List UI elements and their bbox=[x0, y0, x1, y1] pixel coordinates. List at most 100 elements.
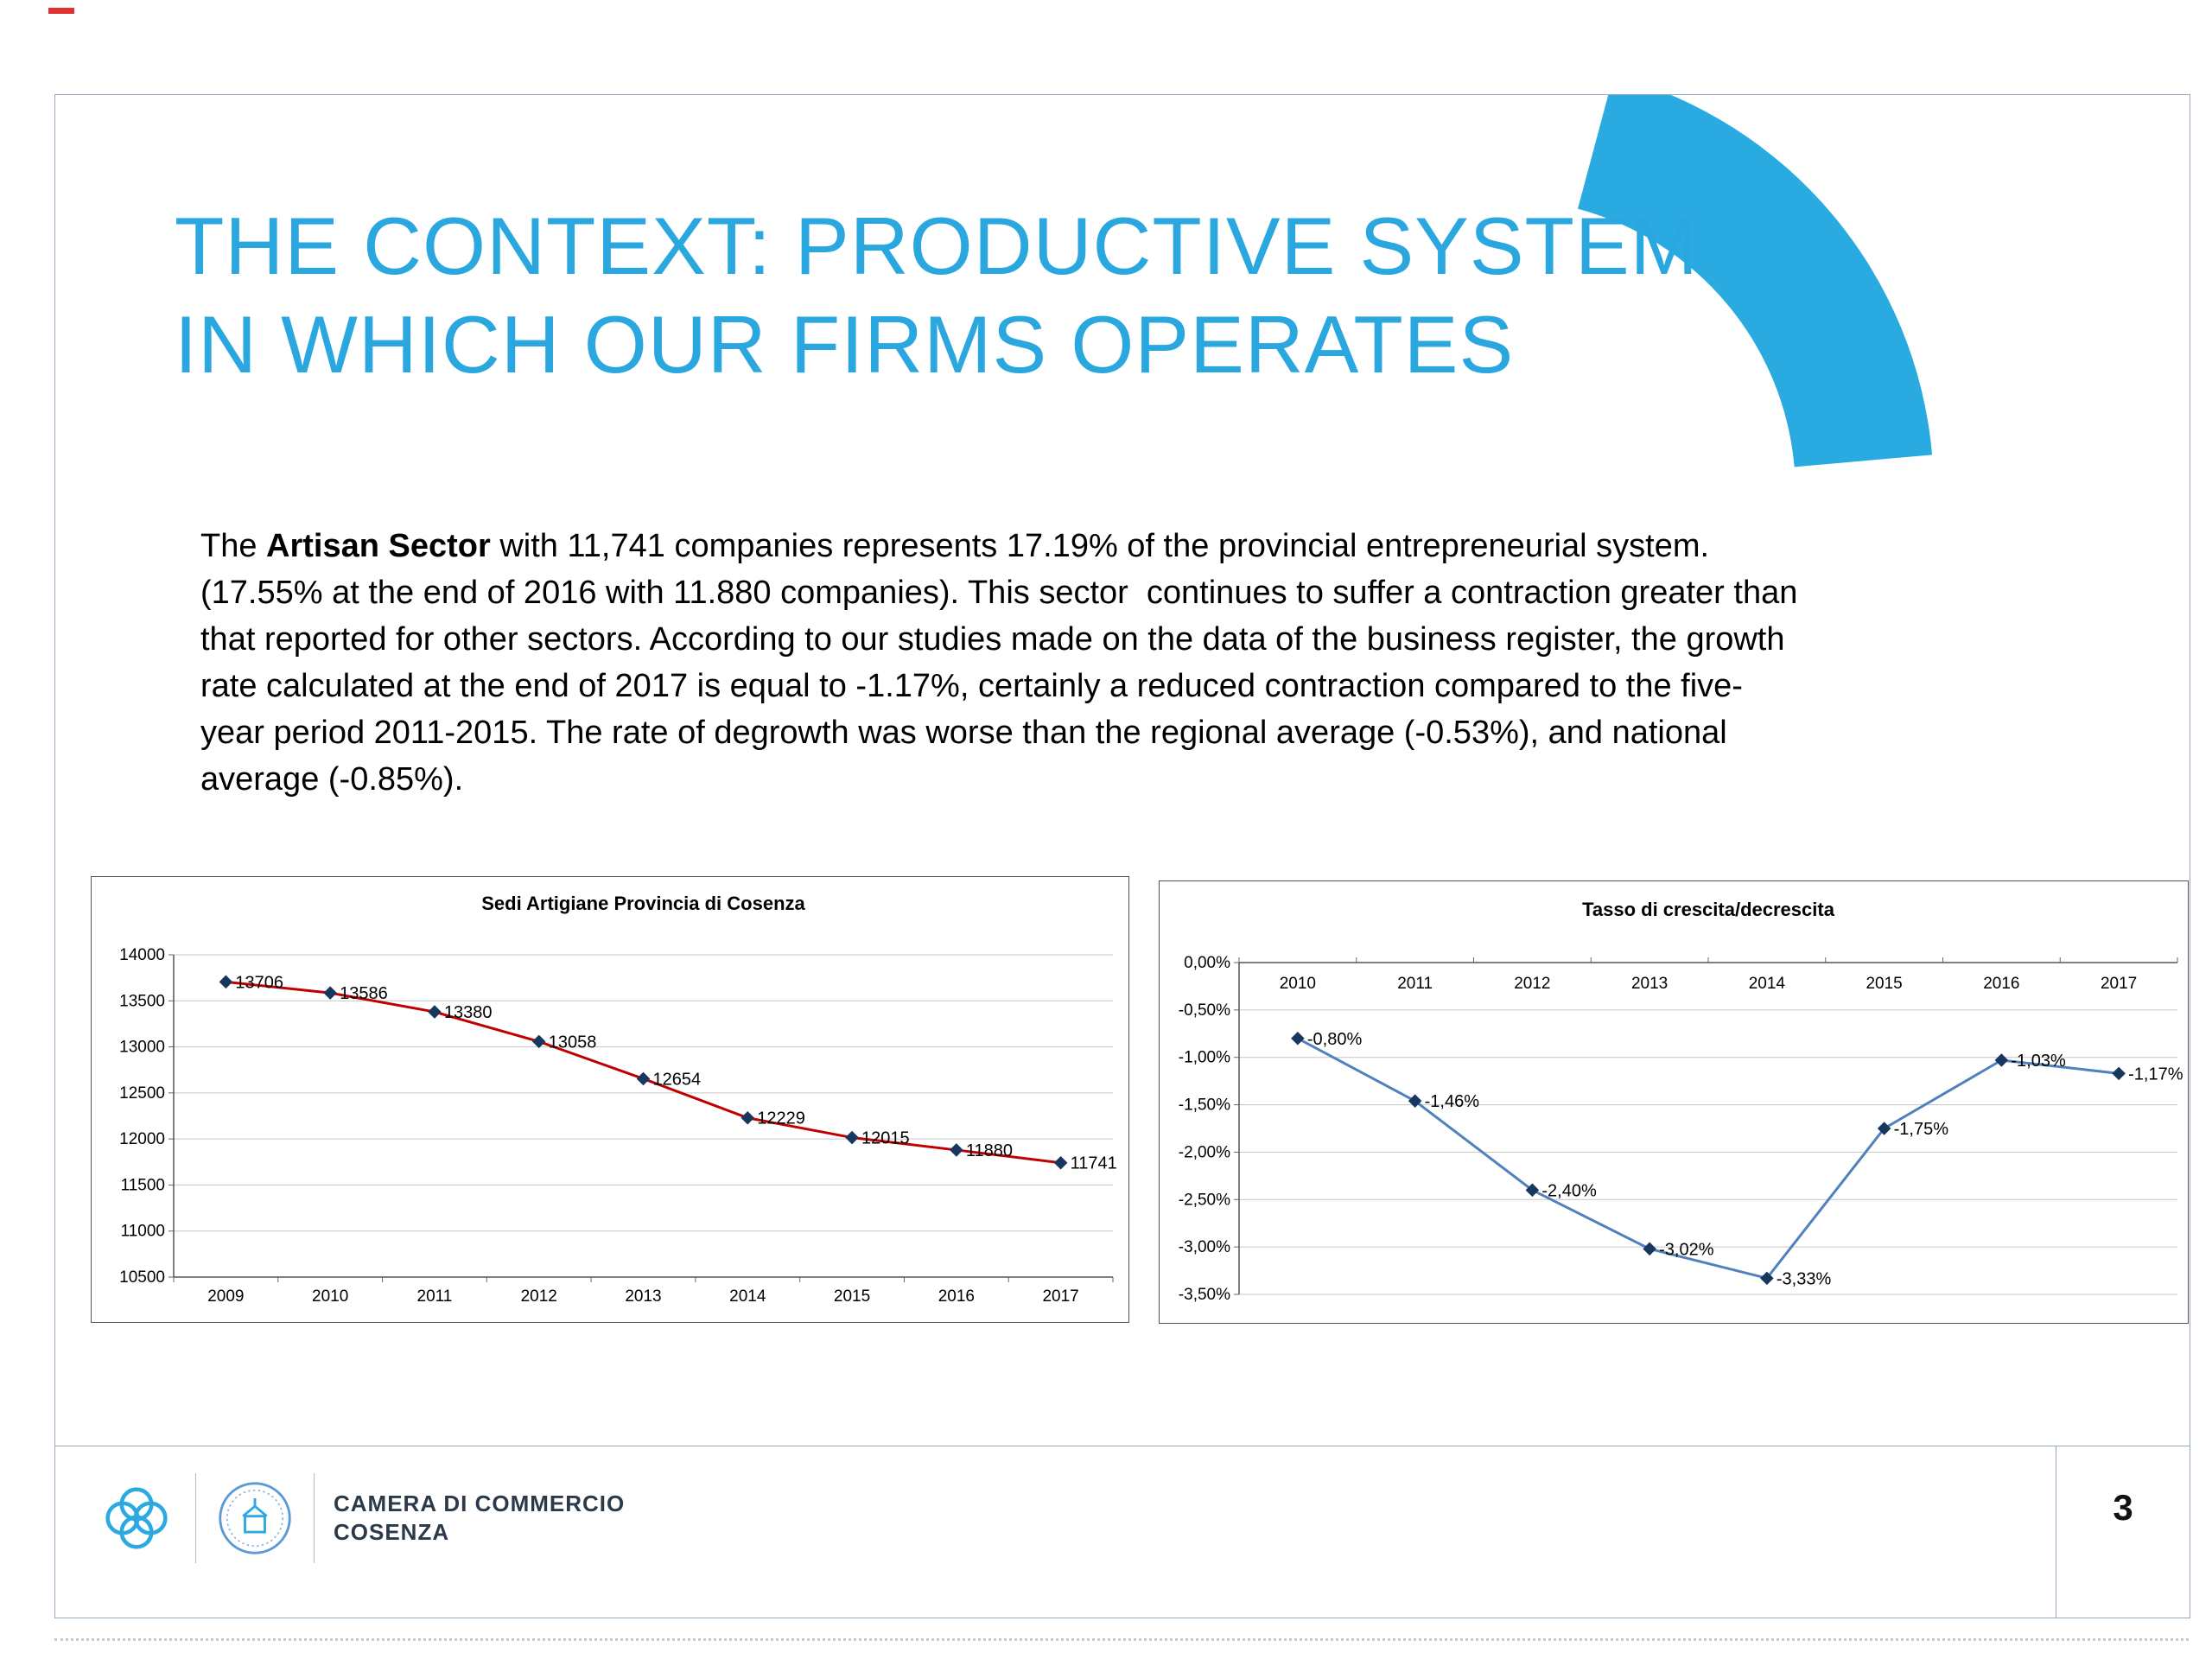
data-label: 11880 bbox=[966, 1141, 1013, 1160]
y-tick-label: 10500 bbox=[119, 1268, 165, 1287]
series-marker bbox=[845, 1130, 859, 1145]
y-tick-label: 12500 bbox=[119, 1084, 165, 1103]
data-label: -0,80% bbox=[1307, 1030, 1363, 1049]
data-label: -1,75% bbox=[1894, 1120, 1949, 1139]
series-marker bbox=[741, 1110, 755, 1125]
y-tick-label: 13500 bbox=[119, 992, 165, 1010]
y-tick-label: -3,50% bbox=[1179, 1286, 1230, 1304]
data-label: 11741 bbox=[1071, 1154, 1117, 1173]
x-tick-label: 2012 bbox=[1514, 975, 1550, 993]
paragraph-line: year period 2011-2015. The rate of degro… bbox=[200, 715, 1727, 751]
title-line-1: THE CONTEXT: PRODUCTIVE SYSTEM bbox=[175, 200, 1699, 291]
y-tick-label: 12000 bbox=[119, 1130, 165, 1148]
data-label: 12654 bbox=[653, 1070, 702, 1089]
x-tick-label: 2011 bbox=[417, 1287, 453, 1306]
data-label: -1,03% bbox=[2011, 1052, 2066, 1071]
series-marker bbox=[323, 986, 337, 1000]
data-label: -1,17% bbox=[2128, 1065, 2183, 1084]
y-tick-label: -0,50% bbox=[1179, 1001, 1230, 1020]
data-label: -3,33% bbox=[1777, 1269, 1832, 1288]
x-tick-label: 2016 bbox=[1983, 975, 2019, 993]
swoosh-shape bbox=[1578, 95, 1933, 467]
x-tick-label: 2014 bbox=[729, 1287, 766, 1306]
x-tick-label: 2016 bbox=[938, 1287, 975, 1306]
y-tick-label: 11500 bbox=[121, 1176, 165, 1194]
x-tick-label: 2017 bbox=[1042, 1287, 1078, 1306]
paragraph-bold-text: Artisan Sector bbox=[266, 528, 491, 564]
x-tick-label: 2013 bbox=[1631, 975, 1668, 993]
swoosh-decoration bbox=[1578, 95, 1933, 467]
y-tick-label: -3,00% bbox=[1179, 1238, 1230, 1256]
body-paragraph: The Artisan Sector with 11,741 companies… bbox=[200, 523, 1797, 803]
y-tick-label: -2,50% bbox=[1179, 1191, 1230, 1209]
chamber-emblem-logo-icon bbox=[219, 1482, 291, 1554]
chart-tasso-crescita: Tasso di crescita/decrescita 0,00% -0,50% -… bbox=[1159, 880, 2189, 1324]
series-marker bbox=[428, 1005, 442, 1019]
series-marker bbox=[1525, 1183, 1540, 1198]
page-number: 3 bbox=[2113, 1487, 2133, 1528]
chart-title: Sedi Artigiane Provincia di Cosenza bbox=[481, 893, 805, 914]
y-tick-label: -1,00% bbox=[1179, 1049, 1230, 1067]
chamber-knot-logo-icon bbox=[105, 1487, 168, 1549]
y-tick-label: 0,00% bbox=[1184, 954, 1230, 972]
x-tick-label: 2012 bbox=[521, 1287, 557, 1306]
data-label: -1,46% bbox=[1425, 1092, 1480, 1111]
slide: THE CONTEXT: PRODUCTIVE SYSTEM IN WHICH … bbox=[54, 94, 2190, 1618]
paragraph-text: with 11,741 companies represents 17.19% … bbox=[490, 528, 1710, 564]
series-marker bbox=[531, 1034, 546, 1049]
series-marker bbox=[950, 1143, 963, 1157]
series-line bbox=[1297, 1037, 2120, 1281]
series-marker bbox=[219, 975, 233, 989]
organization-name-line-1: CAMERA DI COMMERCIO bbox=[334, 1491, 626, 1516]
series-marker bbox=[1408, 1094, 1422, 1108]
paragraph-text: The bbox=[200, 528, 267, 564]
series-marker bbox=[2112, 1066, 2126, 1081]
x-tick-label: 2009 bbox=[207, 1287, 244, 1306]
brand-divider bbox=[314, 1473, 315, 1563]
x-tick-label: 2017 bbox=[2101, 975, 2137, 993]
chart-tasso-crescita-svg: Tasso di crescita/decrescita 0,00% -0,50% -… bbox=[1179, 899, 2183, 1304]
data-label: 13380 bbox=[444, 1003, 493, 1022]
x-tick-label: 2015 bbox=[834, 1287, 870, 1306]
page-title: THE CONTEXT: PRODUCTIVE SYSTEM IN WHICH … bbox=[175, 197, 1699, 394]
y-tick-label: 11000 bbox=[121, 1223, 165, 1241]
x-tick-label: 2015 bbox=[1866, 975, 1902, 993]
data-label: 13586 bbox=[340, 984, 388, 1003]
paragraph-line: rate calculated at the end of 2017 is eq… bbox=[200, 668, 1743, 704]
data-label: -3,02% bbox=[1659, 1240, 1714, 1259]
organization-name: CAMERA DI COMMERCIO COSENZA bbox=[334, 1490, 625, 1547]
title-line-2: IN WHICH OUR FIRMS OPERATES bbox=[175, 299, 1515, 390]
paragraph-line: (17.55% at the end of 2016 with 11.880 c… bbox=[200, 575, 1798, 611]
footer-brand: CAMERA DI COMMERCIO COSENZA bbox=[97, 1467, 625, 1569]
bottom-dashed-line bbox=[54, 1638, 2189, 1641]
y-tick-label: -1,50% bbox=[1179, 1096, 1230, 1115]
data-label: 12015 bbox=[861, 1129, 910, 1148]
x-tick-label: 2014 bbox=[1749, 975, 1786, 993]
x-tick-label: 2011 bbox=[1397, 975, 1433, 993]
series-marker bbox=[1053, 1155, 1068, 1170]
paragraph-line: average (-0.85%). bbox=[200, 761, 464, 798]
organization-name-line-2: COSENZA bbox=[334, 1519, 450, 1545]
chart-sedi-artigiane-svg: Sedi Artigiane Provincia di Cosenza 14000… bbox=[119, 893, 1117, 1306]
gridlines: 14000 13500 13000 12500 12000 11500 11000 10500 bbox=[119, 946, 1113, 1287]
x-tick-label: 2010 bbox=[1280, 975, 1316, 993]
series-marker bbox=[1643, 1242, 1656, 1256]
y-tick-label: 14000 bbox=[119, 946, 165, 964]
y-tick-label: 13000 bbox=[119, 1039, 165, 1057]
data-label: -2,40% bbox=[1541, 1181, 1597, 1200]
paragraph-line: The Artisan Sector with 11,741 companies… bbox=[200, 523, 1797, 569]
series-marker bbox=[1291, 1031, 1305, 1046]
red-corner-mark bbox=[48, 8, 74, 14]
y-tick-label: -2,00% bbox=[1179, 1143, 1230, 1161]
paragraph-line: that reported for other sectors. Accordi… bbox=[200, 621, 1785, 658]
data-label: 13058 bbox=[549, 1033, 597, 1052]
data-label: 13706 bbox=[235, 973, 283, 992]
x-tick-label: 2010 bbox=[312, 1287, 348, 1306]
data-label: 12229 bbox=[757, 1109, 805, 1128]
x-tick-label: 2013 bbox=[625, 1287, 661, 1306]
chart-title: Tasso di crescita/decrescita bbox=[1582, 899, 1835, 920]
series-marker bbox=[636, 1071, 651, 1086]
chart-sedi-artigiane: Sedi Artigiane Provincia di Cosenza 14000… bbox=[91, 876, 1129, 1323]
series-marker bbox=[1994, 1053, 2009, 1067]
brand-divider bbox=[195, 1473, 196, 1563]
